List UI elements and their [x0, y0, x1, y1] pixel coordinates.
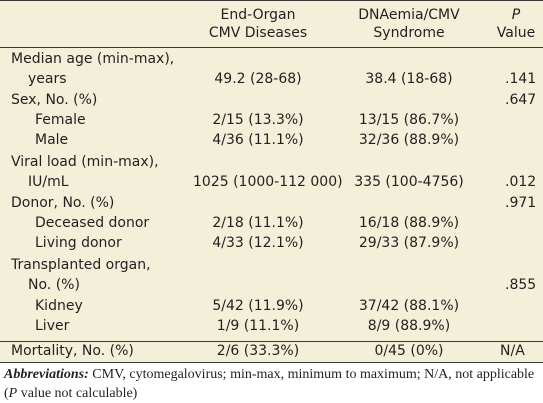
row-dnaemia-value: 8/9 (88.9%)	[367, 318, 451, 334]
row-label: Transplanted organ,	[11, 257, 151, 273]
row-dnaemia-value: 13/15 (86.7%)	[358, 112, 460, 128]
row-p-value: .647	[505, 92, 537, 108]
row-end-organ-value: 1025 (1000-112 000)	[193, 174, 343, 190]
footnote: Abbreviations: CMV, cytomegalovirus; min…	[4, 365, 540, 403]
row-p-value: N/A	[500, 343, 525, 359]
footnote-label: Abbreviations:	[4, 367, 89, 382]
row-p-value: .971	[505, 195, 537, 211]
row-label: No. (%)	[28, 277, 80, 293]
row-label: years	[28, 71, 67, 87]
row-end-organ-value: 2/18 (11.1%)	[212, 215, 304, 231]
data-table: End-Organ CMV Diseases DNAemia/CMV Syndr…	[0, 0, 543, 363]
row-label: Sex, No. (%)	[11, 92, 98, 108]
row-dnaemia-value: 29/33 (87.9%)	[358, 235, 460, 251]
mortality-rule	[0, 341, 543, 342]
row-p-value: .012	[505, 174, 537, 190]
footnote-italic: P	[8, 386, 18, 401]
row-label: Deceased donor	[35, 215, 150, 231]
header-dnaemia-line2: Syndrome	[373, 25, 445, 41]
row-label: Kidney	[35, 298, 83, 314]
row-label: Living donor	[35, 235, 122, 251]
header-dnaemia-line1: DNAemia/CMV	[358, 7, 460, 23]
header-p-value: P Value	[495, 6, 537, 42]
header-p-value-line2: Value	[496, 25, 536, 41]
header-dnaemia: DNAemia/CMV Syndrome	[343, 6, 475, 42]
header-end-organ: End-Organ CMV Diseases	[193, 6, 323, 42]
row-end-organ-value: 49.2 (28-68)	[214, 71, 302, 87]
row-label: Mortality, No. (%)	[11, 343, 134, 359]
row-label: Donor, No. (%)	[11, 195, 115, 211]
header-rule	[0, 47, 543, 48]
table-top-rule	[0, 0, 543, 1]
row-dnaemia-value: 16/18 (88.9%)	[358, 215, 460, 231]
row-dnaemia-value: 0/45 (0%)	[374, 343, 444, 359]
row-end-organ-value: 2/15 (13.3%)	[212, 112, 304, 128]
row-label: Liver	[35, 318, 70, 334]
footnote-text-2: value not calculable)	[17, 386, 138, 401]
row-label: Female	[35, 112, 86, 128]
row-label: IU/mL	[28, 174, 69, 190]
header-end-organ-line2: CMV Diseases	[208, 25, 308, 41]
row-p-value: .855	[505, 277, 537, 293]
row-label: Viral load (min-max),	[11, 154, 159, 170]
row-dnaemia-value: 37/42 (88.1%)	[358, 298, 460, 314]
row-label: Median age (min-max),	[11, 51, 175, 67]
row-dnaemia-value: 38.4 (18-68)	[365, 71, 453, 87]
row-end-organ-value: 2/6 (33.3%)	[216, 343, 300, 359]
row-dnaemia-value: 32/36 (88.9%)	[358, 132, 460, 148]
row-end-organ-value: 4/33 (12.1%)	[212, 235, 304, 251]
row-end-organ-value: 4/36 (11.1%)	[212, 132, 304, 148]
row-end-organ-value: 5/42 (11.9%)	[212, 298, 304, 314]
table-bottom-rule	[0, 362, 543, 363]
header-end-organ-line1: End-Organ	[220, 7, 296, 23]
header-p-value-line1: P	[511, 7, 521, 23]
row-end-organ-value: 1/9 (11.1%)	[216, 318, 300, 334]
row-p-value: .141	[505, 71, 537, 87]
row-label: Male	[35, 132, 69, 148]
row-dnaemia-value: 335 (100-4756)	[354, 174, 464, 190]
footnote-text-1: CMV, cytomegalovirus; min-max, minimum t…	[4, 367, 535, 401]
